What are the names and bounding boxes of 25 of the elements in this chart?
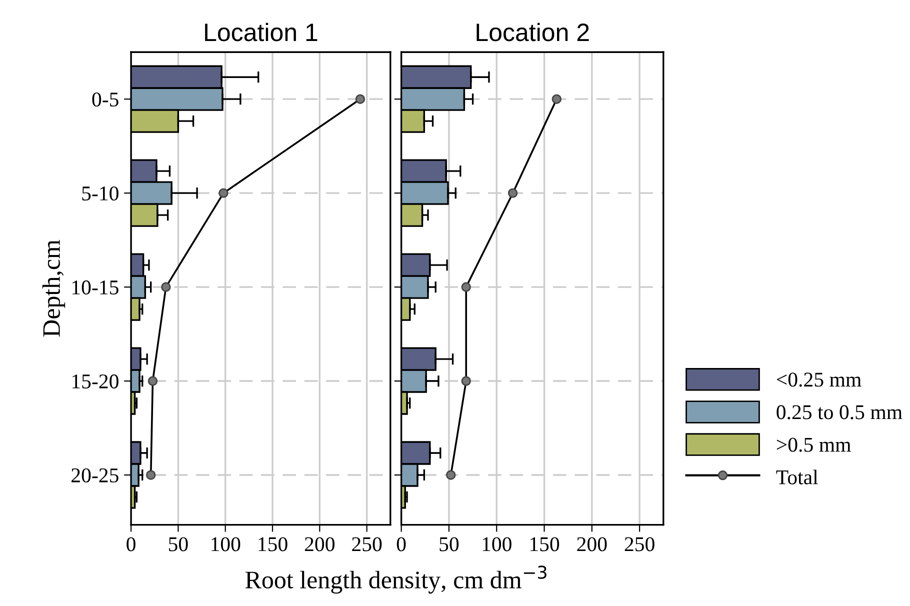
x-tick-label: 250 (624, 537, 654, 552)
legend-label: >0.5 mm (776, 438, 851, 452)
y-tick-label: 5-10 (82, 186, 118, 201)
x-tick-label: 100 (482, 537, 512, 552)
y-tick-label: 15-20 (72, 374, 118, 388)
x-tick-label: 50 (440, 537, 459, 552)
x-tick-label: 50 (168, 537, 188, 552)
x-tick-label: 150 (530, 537, 560, 552)
x-tick-label: 150 (258, 537, 288, 552)
legend-label: 0.25 to 0.5 mm (776, 405, 902, 420)
y-axis-title: Depth,cm (42, 240, 66, 337)
x-tick-label: 250 (352, 537, 382, 552)
x-tick-label: 0 (396, 537, 406, 552)
chart-title: Location 1 (205, 22, 318, 42)
x-tick-label: 100 (212, 537, 240, 552)
x-tick-label: 200 (577, 537, 607, 552)
x-tick-label: 0 (126, 537, 136, 552)
x-tick-label: 200 (304, 537, 334, 552)
y-tick-label: 10-15 (72, 280, 118, 294)
legend-label: Total (776, 470, 818, 484)
x-axis-title: Root length density, cm dm$^{−3}$ (245, 566, 546, 594)
y-tick-label: 0-5 (92, 92, 118, 107)
y-tick-label: 20-25 (72, 468, 118, 482)
chart-title: Location 2 (476, 22, 589, 42)
legend-label: <0.25 mm (776, 372, 862, 387)
